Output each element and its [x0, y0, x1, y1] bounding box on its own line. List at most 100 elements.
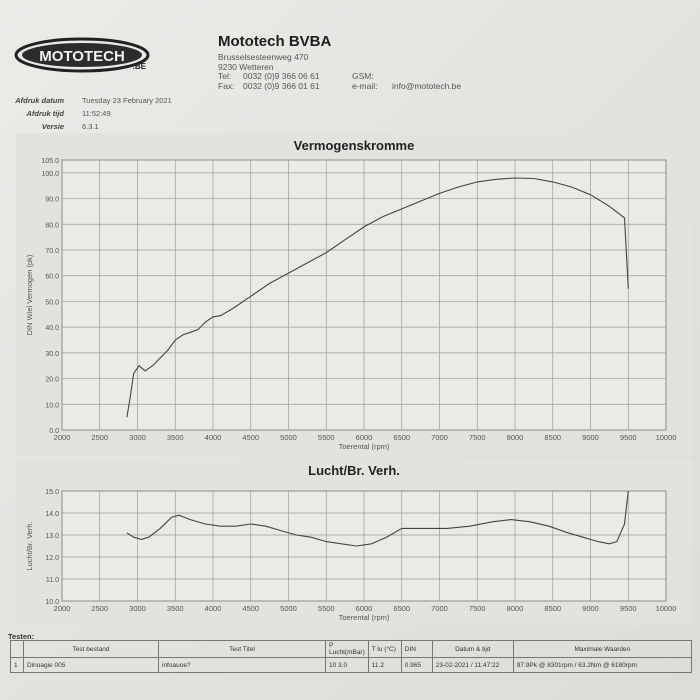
- x-tick-label: 6000: [356, 604, 373, 613]
- series-line: [126, 490, 629, 547]
- email-label: e-mail:: [352, 81, 378, 91]
- x-tick-label: 9500: [620, 433, 637, 442]
- x-tick-label: 4000: [205, 433, 222, 442]
- email-value: info@mototech.be: [392, 81, 462, 91]
- table-cell: 0.965: [400, 657, 433, 673]
- x-tick-label: 3500: [167, 433, 184, 442]
- print-date-value: Tuesday 23 February 2021: [82, 96, 172, 105]
- table-header-cell: Datum & tijd: [431, 640, 514, 658]
- table-header-cell: Test Titel: [158, 640, 326, 658]
- x-tick-label: 5000: [280, 604, 297, 613]
- table-header-row: Test bestand Test Titel P Lucht(mBar) T …: [10, 640, 693, 658]
- x-tick-label: 10000: [656, 604, 677, 613]
- x-tick-label: 5500: [318, 433, 335, 442]
- gsm-label: GSM:: [352, 71, 374, 81]
- y-tick-label: 100.0: [41, 171, 59, 178]
- x-tick-label: 8000: [507, 604, 524, 613]
- series-line: [126, 177, 629, 418]
- x-tick-label: 2500: [91, 433, 108, 442]
- print-time-label: Afdruk tijd: [26, 109, 65, 118]
- mototech-logo: MOTOTECH .BE: [14, 37, 150, 73]
- x-axis-label: Toerental (rpm): [339, 442, 390, 451]
- x-tick-label: 4000: [205, 604, 222, 613]
- table-header-cell: [10, 640, 24, 658]
- tel-value: 0032 (0)9 366 06 61: [243, 71, 320, 81]
- table-cell: 10 3.0: [325, 657, 369, 673]
- x-tick-label: 3000: [129, 433, 146, 442]
- y-tick-label: 13.0: [45, 533, 59, 540]
- y-tick-label: 70.0: [45, 248, 59, 255]
- x-tick-label: 8500: [544, 604, 561, 613]
- table-row: 1 Dinoagie 005 infoauoe? 10 3.0 11.2 0.9…: [10, 657, 693, 673]
- table-header-cell: Test bestand: [23, 640, 159, 658]
- table-cell: Dinoagie 005: [23, 657, 159, 673]
- y-tick-label: 14.0: [45, 511, 59, 518]
- afr-chart-title: Lucht/Br. Verh.: [308, 463, 400, 478]
- x-tick-label: 3500: [167, 604, 184, 613]
- fax-label: Fax:: [218, 81, 235, 91]
- x-tick-label: 6000: [356, 433, 373, 442]
- y-tick-label: 11.0: [46, 577, 59, 584]
- x-tick-label: 4500: [242, 604, 259, 613]
- test-table: Test bestand Test Titel P Lucht(mBar) T …: [10, 640, 693, 673]
- x-tick-label: 10000: [656, 433, 677, 442]
- print-date-label: Afdruk datum: [15, 96, 64, 105]
- table-cell: infoauoe?: [158, 657, 326, 673]
- x-tick-label: 8000: [507, 433, 524, 442]
- y-tick-label: 90.0: [45, 197, 59, 204]
- y-tick-label: 15.0: [45, 489, 59, 496]
- x-tick-label: 5000: [280, 433, 297, 442]
- y-tick-label: 20.0: [45, 377, 59, 384]
- y-tick-label: 50.0: [45, 299, 59, 306]
- table-cell: 97.9Pk @ 8301rpm / 63.2Nm @ 6180rpm: [512, 657, 693, 673]
- address-line-1: Brusselsesteenweg 470: [218, 52, 309, 62]
- table-cell: 1: [10, 657, 24, 673]
- x-tick-label: 4500: [242, 433, 259, 442]
- y-axis-label: Lucht/Br. Verh.: [25, 521, 34, 570]
- company-name: Mototech BVBA: [218, 33, 332, 50]
- y-tick-label: 80.0: [45, 222, 59, 229]
- power-chart: 2000 2500 3000 3500 4000 4500 5000 5500 6000 6500…: [25, 158, 677, 451]
- table-header-cell: DIN: [400, 640, 433, 658]
- table-header-cell: Maximale Waarden: [512, 640, 693, 658]
- x-axis-label: Toerental (rpm): [339, 613, 390, 622]
- logo-text: MOTOTECH: [39, 48, 125, 65]
- x-tick-label: 7000: [431, 433, 448, 442]
- y-tick-label: 60.0: [45, 274, 59, 281]
- x-tick-label: 2000: [54, 604, 71, 613]
- y-tick-label: 12.0: [45, 555, 59, 562]
- x-tick-label: 9000: [582, 604, 599, 613]
- logo-suffix: .BE: [133, 62, 147, 71]
- x-tick-label: 3000: [129, 604, 146, 613]
- x-tick-label: 6500: [393, 433, 410, 442]
- x-tick-label: 2000: [54, 433, 71, 442]
- x-tick-label: 9500: [620, 604, 637, 613]
- x-tick-label: 5500: [318, 604, 335, 613]
- y-tick-label: 30.0: [45, 351, 59, 358]
- x-tick-label: 8500: [544, 433, 561, 442]
- x-tick-label: 2500: [91, 604, 108, 613]
- table-header-cell: T lu (°C): [367, 640, 402, 658]
- table-cell: 11.2: [367, 657, 402, 673]
- afr-chart: 2000 2500 3000 3500 4000 4500 5000 5500 6000 6500…: [25, 489, 677, 622]
- tel-label: Tel:: [218, 71, 232, 81]
- y-tick-label: 0.0: [49, 428, 59, 435]
- table-cell: 23-02-2021 / 11:47:22: [431, 657, 514, 673]
- version-label: Versie: [41, 122, 64, 131]
- x-tick-label: 7000: [431, 604, 448, 613]
- y-tick-label: 10.0: [45, 402, 59, 409]
- y-tick-label: 105.0: [41, 158, 59, 165]
- x-tick-label: 6500: [393, 604, 410, 613]
- version-value: 6.3.1: [82, 122, 99, 131]
- x-tick-label: 7500: [469, 604, 486, 613]
- address-line-2: 9230 Wetteren: [218, 62, 274, 72]
- fax-value: 0032 (0)9 366 01 61: [243, 81, 320, 91]
- tests-section-label: Testen:: [8, 632, 35, 641]
- power-chart-title: Vermogenskromme: [293, 138, 415, 153]
- y-axis-label: DIN Wiel Vermogen (pk): [25, 254, 34, 335]
- print-time-value: 11:52:49: [82, 109, 111, 118]
- table-header-cell: P Lucht(mBar): [325, 640, 369, 658]
- y-tick-label: 10.0: [45, 599, 59, 606]
- x-tick-label: 7500: [469, 433, 486, 442]
